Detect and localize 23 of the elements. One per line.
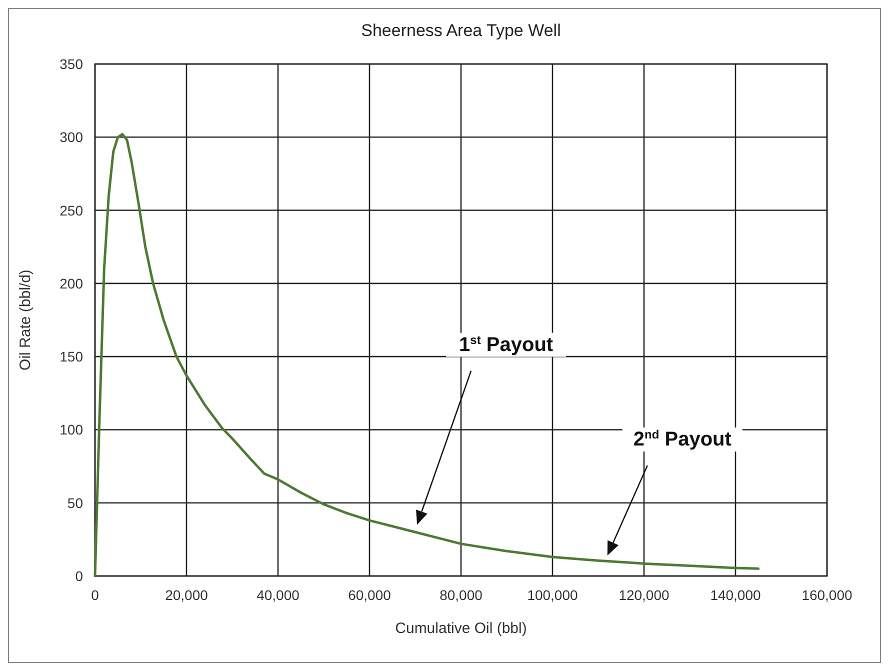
y-tick-label: 150 — [60, 348, 84, 365]
y-axis-title: Oil Rate (bbl/d) — [17, 270, 34, 370]
x-tick-label: 80,000 — [440, 587, 483, 603]
x-tick-label: 140,000 — [710, 587, 762, 603]
annotation: 2$^{nd}$ Payout — [633, 428, 732, 451]
x-axis-title: Cumulative Oil (bbl) — [395, 620, 527, 637]
annotation: 1$^{st}$ Payout — [459, 332, 554, 356]
x-tick-label: 160,000 — [802, 587, 853, 603]
x-tick-label: 40,000 — [256, 587, 300, 603]
x-tick-label: 120,000 — [618, 587, 670, 603]
y-tick-label: 250 — [60, 202, 84, 218]
y-tick-label: 50 — [67, 494, 84, 511]
y-tick-label: 100 — [60, 422, 84, 438]
x-tick-label: 20,000 — [165, 587, 208, 603]
x-tick-label: 0 — [91, 587, 100, 603]
x-tick-label: 60,000 — [348, 587, 392, 603]
y-tick-label: 0 — [75, 568, 84, 584]
line-series — [94, 132, 760, 578]
chart-title: Sheerness Area Type Well — [361, 21, 561, 40]
x-tick-label: 100,000 — [527, 587, 578, 603]
y-tick-label: 350 — [60, 56, 84, 72]
y-tick-label: 300 — [60, 129, 84, 146]
y-tick-label: 200 — [60, 275, 84, 292]
